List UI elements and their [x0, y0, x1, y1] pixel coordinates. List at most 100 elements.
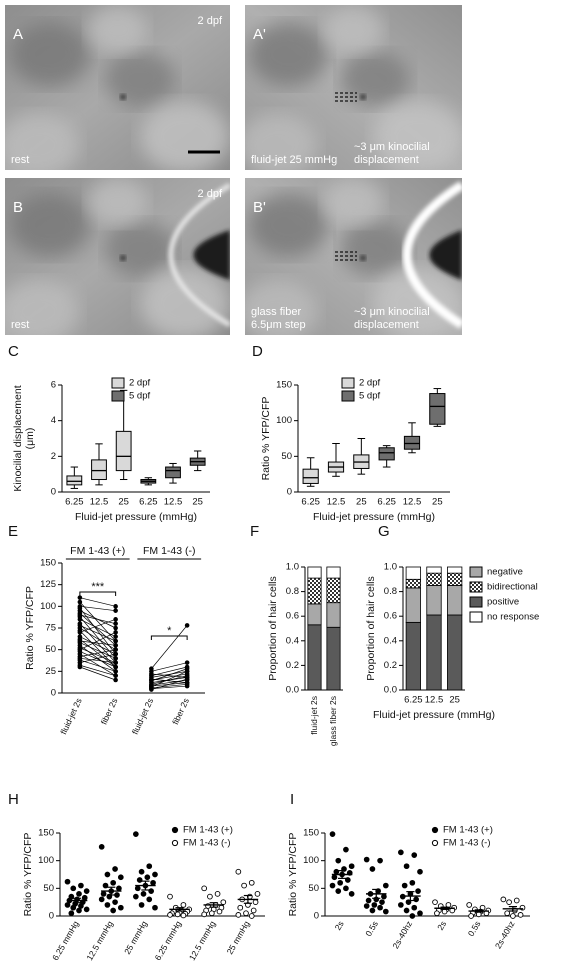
- box: [302, 468, 319, 484]
- pair-line: [79, 619, 116, 637]
- caption: rest: [11, 154, 29, 166]
- y-tick-label: 1.0: [286, 562, 299, 573]
- y-tick-label: 50: [308, 883, 319, 894]
- cell-texture: [140, 101, 230, 170]
- pair-line: [79, 630, 116, 668]
- pair-line: [151, 671, 188, 688]
- pair-line: [79, 659, 116, 672]
- y-tick-label: 6: [51, 380, 56, 391]
- micrograph: [245, 5, 462, 170]
- pair-line: [79, 653, 116, 676]
- point: [337, 879, 344, 886]
- point: [500, 896, 507, 903]
- point: [365, 897, 372, 904]
- point: [78, 882, 84, 889]
- point: [113, 634, 118, 639]
- legend-label: 2 dpf: [129, 378, 150, 389]
- y-tick-label: 0.4: [286, 635, 299, 646]
- bar-segment: [447, 566, 463, 574]
- point: [138, 902, 145, 908]
- point: [104, 871, 111, 878]
- x-tick-label: fluid-jet 2s: [58, 697, 83, 736]
- box: [66, 475, 83, 486]
- point: [102, 882, 109, 889]
- box: [403, 435, 421, 450]
- x-tick-label: 12.5 mmHg: [187, 919, 218, 962]
- cell-texture: [323, 178, 384, 226]
- point: [133, 893, 139, 900]
- pair-line: [151, 685, 188, 690]
- pair-line: [79, 619, 116, 633]
- point: [116, 885, 122, 892]
- bar-segment: [405, 578, 421, 589]
- point: [98, 896, 105, 903]
- point: [417, 910, 423, 917]
- legend-marker: [171, 826, 179, 834]
- y-axis-label: Proportion of hair cells: [365, 576, 377, 680]
- pair-line: [79, 614, 116, 625]
- y-axis-label: Ratio % YFP/CFP: [260, 397, 272, 481]
- bar-segment: [426, 566, 442, 574]
- point: [382, 908, 389, 915]
- point: [329, 831, 336, 837]
- pair-line: [79, 632, 116, 650]
- point: [409, 913, 416, 919]
- point: [415, 888, 421, 894]
- box: [91, 459, 107, 481]
- y-tick-label: 0.2: [384, 660, 397, 671]
- point: [241, 882, 247, 889]
- point: [180, 902, 187, 908]
- y-tick-label: 75: [45, 623, 56, 634]
- pair-line: [151, 683, 188, 689]
- point: [113, 638, 118, 644]
- pair-line: [151, 625, 188, 669]
- y-tick-label: 100: [38, 855, 54, 866]
- y-tick-label: 25: [45, 666, 56, 677]
- x-tick-label: 2s-40hz: [390, 919, 414, 950]
- bar-segment: [326, 566, 341, 579]
- legend-swatch: [341, 390, 355, 402]
- point: [184, 676, 190, 682]
- y-tick-label: 0: [287, 487, 292, 498]
- y-tick-label: 0.2: [286, 660, 299, 671]
- y-tick-label: 150: [38, 828, 54, 839]
- point: [136, 877, 143, 883]
- panel-label: A': [253, 26, 266, 43]
- legend-marker: [431, 839, 439, 847]
- point: [329, 882, 336, 889]
- point: [348, 863, 355, 870]
- point: [409, 879, 416, 886]
- y-tick-label: 0.0: [286, 685, 299, 696]
- point: [248, 879, 255, 886]
- point: [113, 617, 118, 622]
- panel-letter: E: [8, 523, 18, 540]
- pair-line: [79, 597, 116, 607]
- y-tick-label: 0.0: [384, 685, 397, 696]
- legend-label: FM 1-43 (-): [443, 838, 491, 849]
- bar-segment: [426, 585, 442, 616]
- point: [377, 857, 383, 864]
- pair-line: [151, 668, 188, 682]
- caption: displacement: [354, 154, 419, 166]
- point: [184, 683, 190, 689]
- point: [379, 899, 385, 906]
- x-tick-label: 6.25: [404, 695, 423, 706]
- x-tick-label: 6.25 mmHg: [50, 919, 81, 962]
- significance: ***: [91, 581, 105, 593]
- y-tick-label: 0.4: [384, 635, 397, 646]
- x-tick-label: 6.25: [301, 497, 320, 508]
- bar-segment: [426, 614, 442, 691]
- point: [401, 882, 408, 889]
- point: [506, 899, 512, 906]
- bar-segment: [307, 577, 322, 605]
- point: [201, 885, 208, 892]
- point: [98, 843, 105, 850]
- bar-segment: [326, 602, 341, 628]
- caption: rest: [11, 319, 29, 331]
- legend-swatch: [469, 566, 483, 578]
- bar-segment: [326, 577, 341, 604]
- pair-line: [79, 601, 116, 642]
- y-tick-label: 0: [49, 911, 54, 922]
- point: [403, 863, 410, 870]
- legend-swatch: [111, 390, 125, 402]
